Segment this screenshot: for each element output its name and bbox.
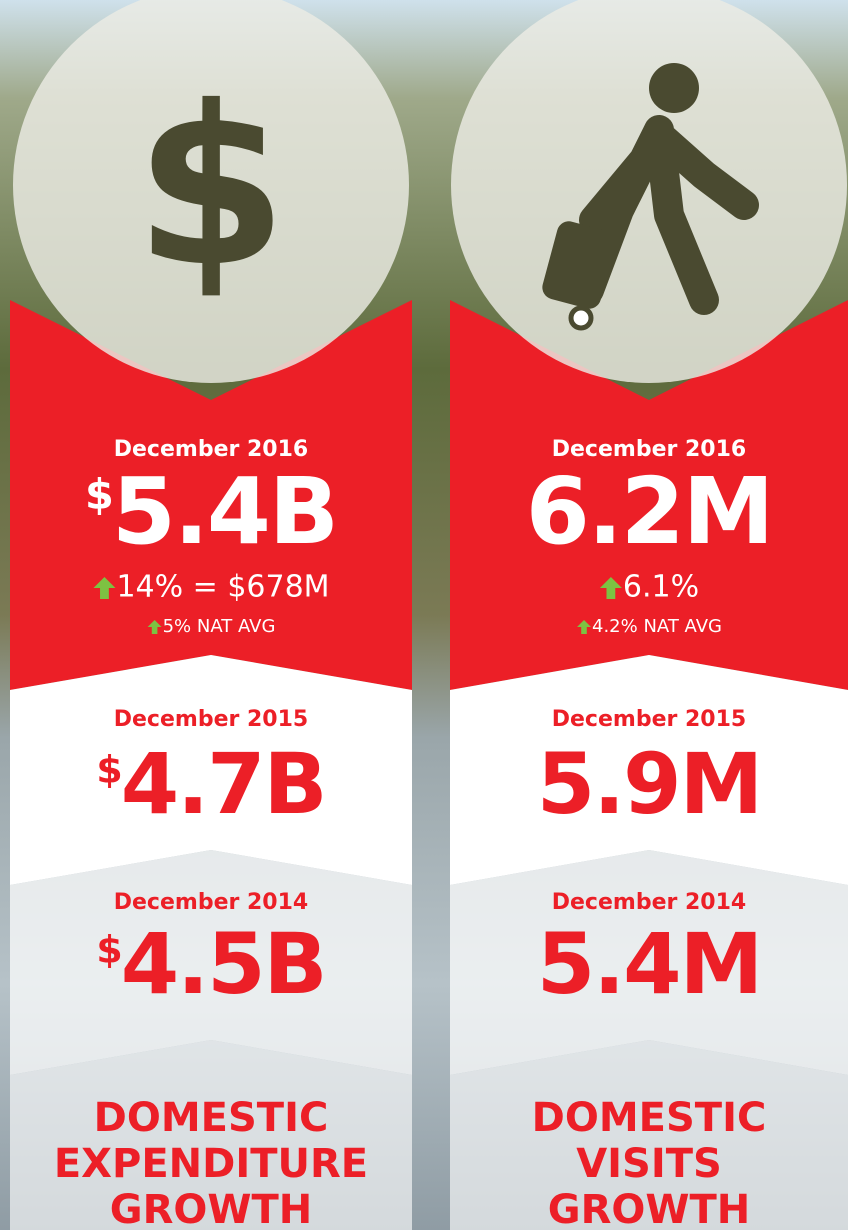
value-number: 5.9M bbox=[537, 735, 761, 833]
title-line: DOMESTIC bbox=[94, 1095, 329, 1141]
title-line: DOMESTIC bbox=[532, 1095, 767, 1141]
icon-head bbox=[649, 63, 699, 113]
icon-body bbox=[574, 115, 759, 315]
previous-panel bbox=[450, 655, 848, 885]
period-label: December 2014 bbox=[552, 890, 746, 915]
period-label: December 2015 bbox=[552, 707, 746, 732]
icon-circle bbox=[13, 0, 409, 383]
previous-value-group: $4.5B bbox=[96, 915, 327, 1013]
currency-prefix: $ bbox=[96, 927, 120, 971]
title-line: GROWTH bbox=[548, 1187, 751, 1230]
value: $4.7B bbox=[96, 735, 325, 833]
previous-value-group: 5.9M bbox=[537, 735, 763, 833]
traveller-icon bbox=[542, 63, 759, 331]
period-label: December 2016 bbox=[114, 437, 308, 462]
national-average: 4.2% NAT AVG bbox=[592, 616, 722, 637]
title-panel bbox=[10, 1040, 412, 1230]
currency-prefix: $ bbox=[96, 747, 120, 791]
up-arrow bbox=[147, 620, 162, 634]
up-arrow bbox=[577, 620, 592, 634]
value: 6.2M bbox=[526, 458, 773, 565]
value: $5.4B bbox=[85, 458, 337, 565]
title-line: VISITS bbox=[576, 1141, 722, 1187]
period-label: December 2014 bbox=[114, 890, 308, 915]
period-label: December 2015 bbox=[114, 707, 308, 732]
value: 5.9M bbox=[537, 735, 761, 833]
older-panel bbox=[450, 850, 848, 1075]
currency-prefix: $ bbox=[85, 471, 112, 519]
dollar-icon: $ bbox=[134, 59, 287, 315]
value: $4.5B bbox=[96, 915, 325, 1013]
current-panel bbox=[10, 300, 412, 690]
current-panel bbox=[450, 300, 848, 690]
title-panel bbox=[450, 1040, 848, 1230]
up-arrow bbox=[93, 577, 116, 599]
title-line: GROWTH bbox=[110, 1187, 313, 1230]
period-label: December 2016 bbox=[552, 437, 746, 462]
up-arrow bbox=[599, 577, 622, 599]
change: 6.1% bbox=[623, 570, 699, 605]
older-panel bbox=[10, 850, 412, 1075]
previous-value-group: 5.4M bbox=[537, 915, 763, 1013]
value-number: 5.4M bbox=[537, 915, 761, 1013]
title-line: EXPENDITURE bbox=[54, 1141, 368, 1187]
value-number: 4.5B bbox=[121, 915, 326, 1013]
value: 5.4M bbox=[537, 915, 761, 1013]
previous-value-group: $4.7B bbox=[96, 735, 327, 833]
national-average: 5% NAT AVG bbox=[163, 616, 276, 637]
icon-circle bbox=[451, 0, 847, 383]
icon-wheel bbox=[568, 305, 594, 331]
previous-panel bbox=[10, 655, 412, 885]
current-value-group: 6.2M bbox=[526, 458, 775, 565]
value-number: 5.4B bbox=[112, 458, 337, 565]
value-number: 4.7B bbox=[121, 735, 326, 833]
change: 14% = $678M bbox=[116, 570, 329, 605]
icon-suitcase bbox=[542, 221, 616, 309]
current-value-group: $5.4B bbox=[85, 458, 339, 565]
value-number: 6.2M bbox=[526, 458, 773, 565]
